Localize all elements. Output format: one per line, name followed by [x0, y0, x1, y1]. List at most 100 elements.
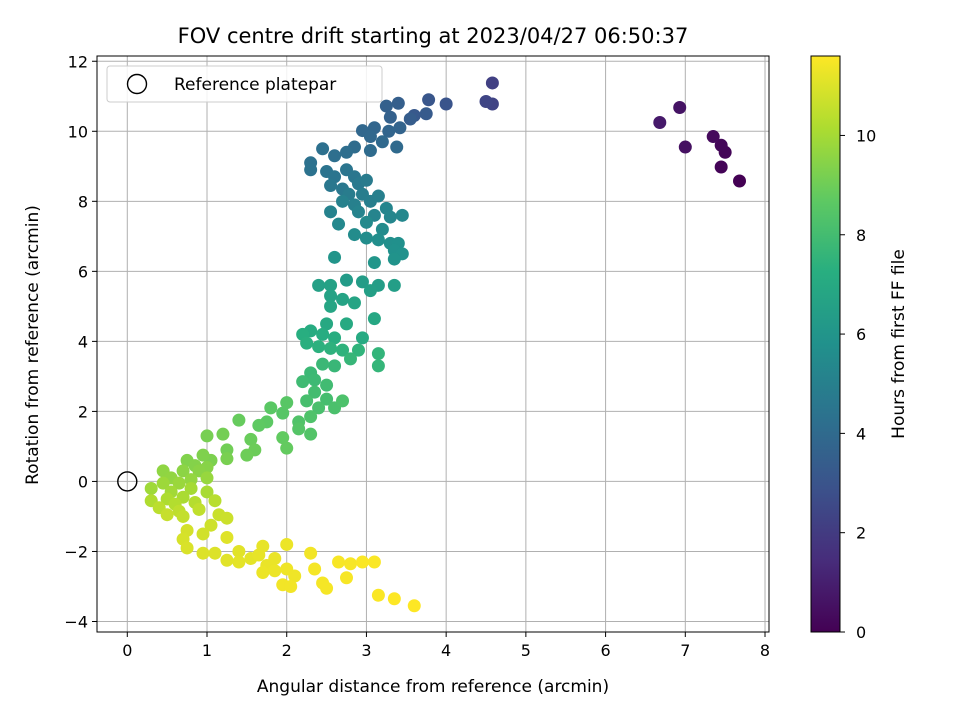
data-point: [252, 548, 266, 562]
data-point: [320, 581, 334, 595]
data-point: [371, 588, 385, 602]
data-point: [156, 476, 170, 490]
data-point: [172, 476, 186, 490]
x-tick-label: 8: [760, 641, 770, 660]
data-point: [220, 530, 234, 544]
data-point: [419, 107, 433, 121]
data-point: [276, 431, 290, 445]
data-point: [347, 296, 361, 310]
data-point: [714, 138, 728, 152]
data-point: [359, 173, 373, 187]
data-point: [355, 331, 369, 345]
data-point: [208, 494, 222, 508]
colorbar-gradient: [810, 55, 841, 633]
data-point: [343, 352, 357, 366]
data-point: [371, 189, 385, 203]
data-point: [304, 546, 318, 560]
data-point: [343, 557, 357, 571]
data-point: [288, 569, 302, 583]
x-tick-label: 1: [202, 641, 212, 660]
data-point: [200, 429, 214, 443]
data-point: [220, 553, 234, 567]
colorbar-tick-label: 6: [856, 325, 866, 344]
data-point: [176, 509, 190, 523]
data-point: [355, 555, 369, 569]
data-point: [304, 427, 318, 441]
data-point: [300, 394, 314, 408]
data-point: [256, 565, 270, 579]
data-point: [160, 508, 174, 522]
colorbar-tick-label: 8: [856, 226, 866, 245]
chart-title: FOV centre drift starting at 2023/04/27 …: [178, 24, 689, 48]
data-point: [336, 394, 350, 408]
data-point: [403, 112, 417, 126]
data-point: [387, 592, 401, 606]
data-point: [407, 599, 421, 613]
data-point: [393, 121, 407, 135]
data-point: [340, 273, 354, 287]
data-point: [296, 375, 310, 389]
data-point: [284, 579, 298, 593]
data-point: [320, 378, 334, 392]
data-point: [328, 359, 342, 373]
data-point: [308, 373, 322, 387]
data-point: [324, 278, 338, 292]
data-point: [324, 289, 338, 303]
y-tick-label: 8: [78, 192, 88, 211]
data-point: [268, 564, 282, 578]
y-tick-label: 6: [78, 262, 88, 281]
data-point: [280, 441, 294, 455]
colorbar-tick-label: 0: [856, 623, 866, 642]
reference-marker: [117, 471, 138, 492]
colorbar-tick-label: 4: [856, 424, 866, 443]
y-tick-label: −4: [64, 612, 88, 631]
data-point: [232, 544, 246, 558]
x-tick-label: 3: [361, 641, 371, 660]
data-point: [479, 95, 493, 109]
x-tick-label: 6: [600, 641, 610, 660]
data-point: [200, 485, 214, 499]
data-point: [328, 331, 342, 345]
data-point: [196, 448, 210, 462]
data-point: [312, 401, 326, 415]
data-point: [351, 205, 365, 219]
data-point: [359, 231, 373, 245]
data-point: [387, 278, 401, 292]
data-point: [359, 215, 373, 229]
data-point: [216, 427, 230, 441]
data-point: [383, 110, 397, 124]
data-point: [204, 518, 218, 532]
data-point: [485, 76, 499, 90]
data-point: [678, 140, 692, 154]
legend: Reference platepar: [106, 65, 383, 103]
data-point: [328, 149, 342, 163]
data-point: [312, 278, 326, 292]
data-point: [184, 481, 198, 495]
data-point: [439, 97, 453, 111]
x-axis-ticks: 0 1 2 3 4 5 6 7 8: [122, 632, 770, 660]
colorbar-label: Hours from first FF file: [889, 249, 909, 439]
data-point: [371, 347, 385, 361]
data-point: [387, 252, 401, 266]
data-point: [391, 96, 405, 110]
x-tick-label: 4: [441, 641, 451, 660]
data-point: [280, 396, 294, 410]
legend-box: [106, 65, 383, 103]
y-tick-label: 0: [78, 472, 88, 491]
x-tick-label: 2: [282, 641, 292, 660]
data-point: [220, 511, 234, 525]
data-point: [308, 562, 322, 576]
data-point: [390, 140, 404, 154]
plot-frame: [96, 55, 770, 633]
data-point: [264, 401, 278, 415]
x-tick-label: 7: [680, 641, 690, 660]
data-point: [180, 541, 194, 555]
data-point: [300, 336, 314, 350]
colorbar-ticks: 0 2 4 6 8 10: [840, 126, 876, 642]
data-point: [336, 194, 350, 208]
data-point: [673, 100, 687, 114]
data-point: [220, 452, 234, 466]
data-point: [347, 228, 361, 242]
y-tick-label: 10: [68, 122, 88, 141]
